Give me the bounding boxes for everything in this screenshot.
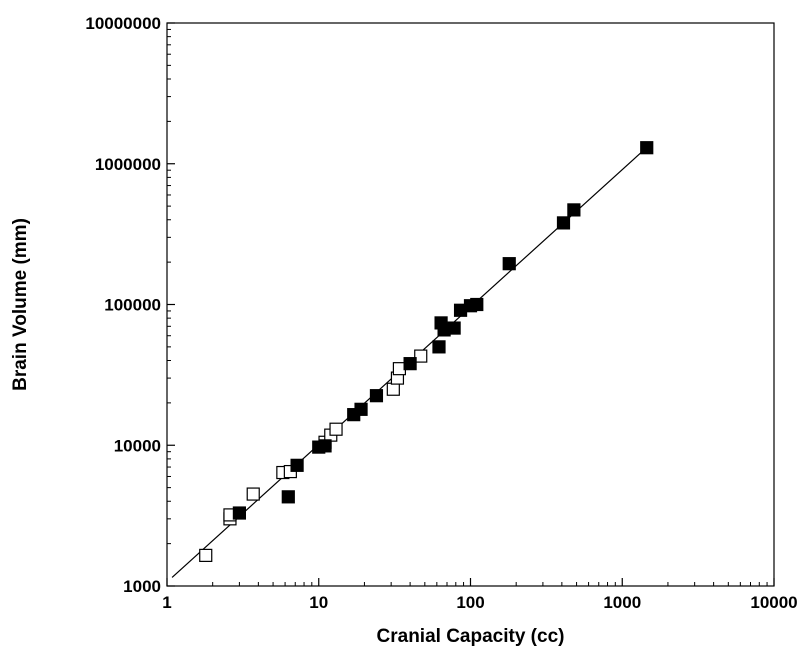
y-tick-label: 10000000	[85, 14, 161, 33]
filled-square-point	[556, 216, 571, 230]
y-axis-title: Brain Volume (mm)	[10, 218, 31, 391]
filled-square-point	[281, 490, 295, 504]
open-square-point	[386, 382, 400, 396]
y-tick-label: 1000	[123, 577, 161, 596]
filled-square-point	[502, 257, 516, 271]
open-square-point	[199, 548, 213, 562]
filled-square-point	[567, 203, 581, 217]
filled-square-point	[403, 357, 417, 371]
x-axis-ticks	[166, 578, 775, 586]
open-square-point	[246, 487, 260, 501]
filled-square-point	[640, 141, 654, 155]
filled-square-point	[354, 402, 368, 416]
x-tick-label: 100	[456, 593, 484, 612]
x-tick-label: 1	[162, 593, 171, 612]
filled-square-point	[470, 297, 484, 312]
filled-square-point	[290, 458, 304, 472]
x-axis-title: Cranial Capacity (cc)	[377, 626, 565, 647]
filled-square-point	[447, 321, 461, 335]
y-axis-ticks	[167, 22, 175, 587]
y-tick-label: 1000000	[95, 155, 161, 174]
x-axis-tick-labels: 1 10 100 1000 10000	[162, 593, 797, 612]
y-axis-tick-labels: 1000 10000 100000 1000000 10000000	[85, 14, 161, 596]
open-square-point	[329, 422, 343, 436]
y-tick-label: 100000	[104, 296, 161, 315]
open-square-point	[414, 349, 428, 363]
data-markers	[199, 141, 654, 562]
filled-square-point	[369, 389, 384, 403]
filled-square-point	[432, 340, 446, 354]
x-tick-label: 10000	[750, 593, 797, 612]
y-tick-label: 10000	[114, 436, 161, 455]
filled-square-point	[318, 439, 332, 453]
x-tick-label: 1000	[603, 593, 641, 612]
filled-square-point	[232, 506, 247, 520]
x-tick-label: 10	[309, 593, 328, 612]
